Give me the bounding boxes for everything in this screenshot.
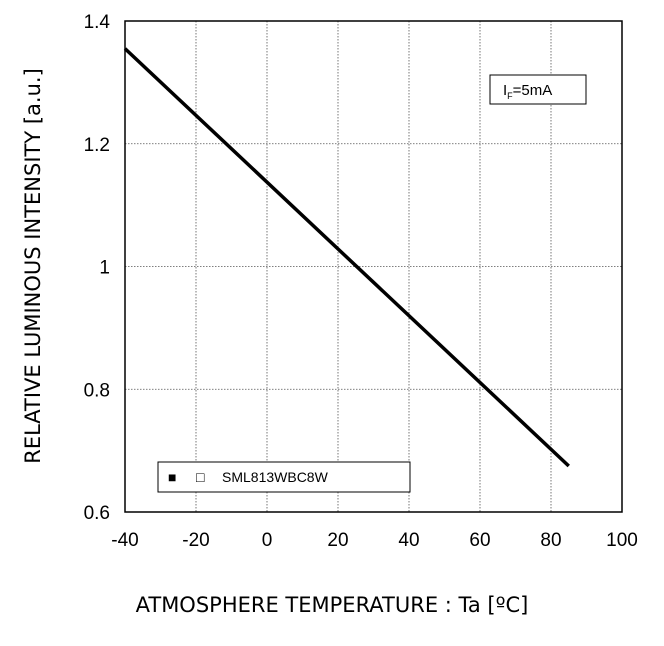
series-line <box>123 47 570 468</box>
legend-box <box>157 461 411 493</box>
annotation-main: I <box>503 82 507 99</box>
x-tick-labels: -40 -20 0 20 40 60 80 100 <box>111 530 638 551</box>
condition-annotation: IF=5mA <box>489 74 587 105</box>
y-axis-title: RELATIVE LUMINOUS INTENSITY [a.u.] <box>21 68 45 464</box>
plot-frame <box>124 20 623 513</box>
y-tick-label: 0.8 <box>84 380 110 401</box>
grid-lines <box>125 21 622 512</box>
x-tick-label: 100 <box>606 530 638 551</box>
x-tick-label: -20 <box>182 530 209 551</box>
series-layer <box>123 47 570 468</box>
x-tick-label: 20 <box>327 530 348 551</box>
x-tick-label: 80 <box>540 530 561 551</box>
y-tick-label: 1.2 <box>84 135 110 156</box>
y-tick-label: 0.6 <box>84 503 110 524</box>
x-tick-label: 40 <box>398 530 419 551</box>
y-tick-labels: 0.6 0.8 1 1.2 1.4 <box>84 12 111 524</box>
y-tick-label: 1 <box>99 258 110 279</box>
x-tick-label: 60 <box>469 530 490 551</box>
annotation-text: IF=5mA <box>503 82 552 101</box>
legend-open-marker: □ <box>196 469 205 485</box>
legend-series-label: SML813WBC8W <box>222 469 329 485</box>
legend-filled-marker: ■ <box>168 469 176 485</box>
x-axis-title: ATMOSPHERE TEMPERATURE : Ta [ºC] <box>136 593 529 617</box>
x-tick-label: 0 <box>262 530 273 551</box>
annotation-rest: =5mA <box>513 82 553 99</box>
annotation-box <box>489 74 587 105</box>
y-tick-label: 1.4 <box>84 12 111 33</box>
annotation-subscript: F <box>507 91 513 101</box>
legend: ■ □ SML813WBC8W <box>157 461 411 493</box>
x-tick-label: -40 <box>111 530 138 551</box>
